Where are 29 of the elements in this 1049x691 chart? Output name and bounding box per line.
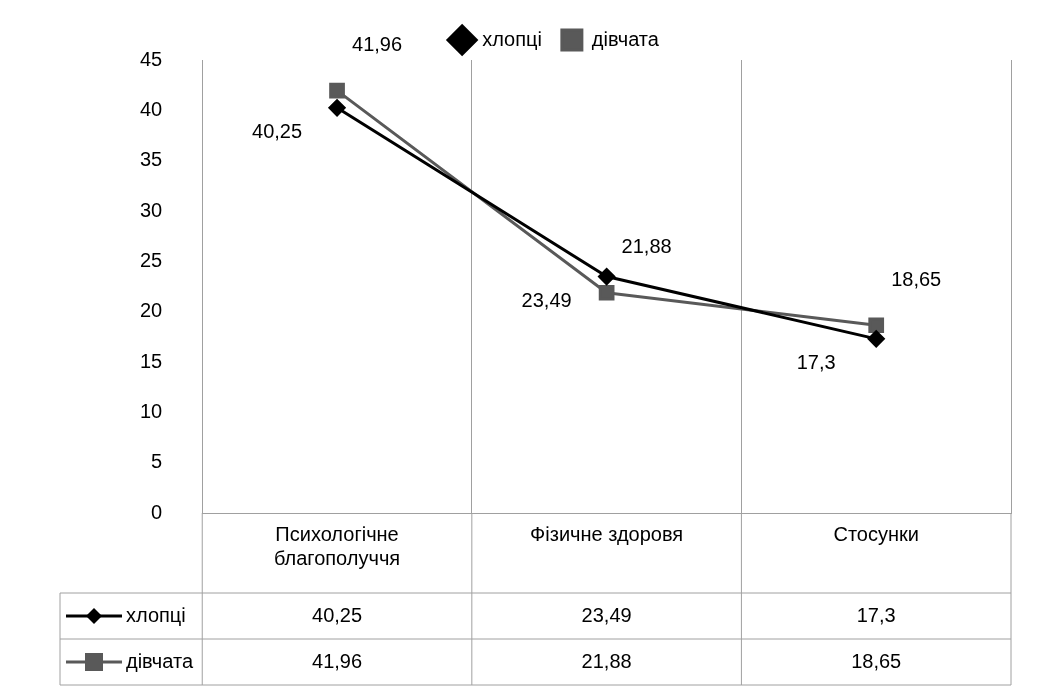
y-tick-label: 40 xyxy=(140,97,163,120)
data-label: 23,49 xyxy=(581,603,632,626)
data-label: 41,96 xyxy=(312,649,363,672)
y-tick-label: 0 xyxy=(151,500,163,523)
text: дівчата xyxy=(126,649,194,672)
text: 23,49 xyxy=(521,289,572,312)
y-tick-label: 35 xyxy=(140,148,163,171)
x-tick-label: Стосунки xyxy=(833,522,919,545)
data-label: 21,88 xyxy=(581,649,632,672)
y-tick-label: 10 xyxy=(140,399,163,422)
y-tick-label: 5 xyxy=(151,450,163,473)
y-tick-label: 45 xyxy=(140,47,163,70)
text: 17,3 xyxy=(796,351,836,374)
y-tick-label: 15 xyxy=(140,349,163,372)
text: 18,65 xyxy=(891,267,942,290)
x-tick-label: Психологічне благополуччя xyxy=(273,522,401,569)
y-tick-label: 30 xyxy=(140,198,163,221)
legend-label: хлопці xyxy=(482,27,542,50)
x-tick-label: Фізичне здоровя xyxy=(530,522,684,545)
data-label: 40,25 xyxy=(312,603,363,626)
text: 41,96 xyxy=(352,33,403,56)
text: 40,25 xyxy=(252,120,303,143)
y-tick-label: 25 xyxy=(140,248,163,271)
text: 21,88 xyxy=(621,235,672,258)
data-label: 17,3 xyxy=(856,603,896,626)
text: хлопці xyxy=(126,603,186,626)
legend-label: дівчата xyxy=(591,27,660,50)
y-tick-label: 20 xyxy=(140,299,163,322)
data-label: 18,65 xyxy=(851,649,902,672)
